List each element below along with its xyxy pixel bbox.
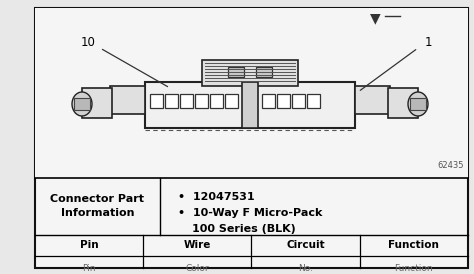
Bar [35,8,468,178]
Bar [262,94,275,108]
Text: 1: 1 [424,36,432,50]
Bar [410,98,426,110]
Text: ▼: ▼ [370,11,380,25]
Bar [388,88,418,118]
Bar [307,94,320,108]
Bar [202,60,298,86]
Bar [256,67,272,77]
Text: No.: No. [298,264,313,273]
Bar [228,67,244,77]
Text: Function: Function [388,241,439,250]
Text: 100 Series (BLK): 100 Series (BLK) [192,224,296,234]
Text: •  12047531: • 12047531 [178,192,255,202]
Text: Color: Color [185,264,209,273]
Ellipse shape [408,92,428,116]
Text: Pin: Pin [82,264,96,273]
Bar [82,88,112,118]
Text: 62435: 62435 [438,161,464,170]
Ellipse shape [72,92,92,116]
Text: Wire: Wire [184,241,211,250]
Text: Connector Part
Information: Connector Part Information [51,195,145,218]
Bar [242,82,258,128]
Bar [210,94,223,108]
Bar [277,94,290,108]
Text: •  10-Way F Micro-Pack: • 10-Way F Micro-Pack [178,208,322,218]
Bar [292,94,305,108]
Bar [145,82,355,128]
Bar [225,94,238,108]
Bar [355,86,390,114]
Bar [74,98,90,110]
Text: Function: Function [394,264,433,273]
Text: 10: 10 [81,36,95,48]
Bar [195,94,208,108]
Text: Circuit: Circuit [286,241,325,250]
Bar [150,94,163,108]
Bar [180,94,193,108]
Bar [165,94,178,108]
Text: Pin: Pin [80,241,99,250]
Bar [110,86,145,114]
